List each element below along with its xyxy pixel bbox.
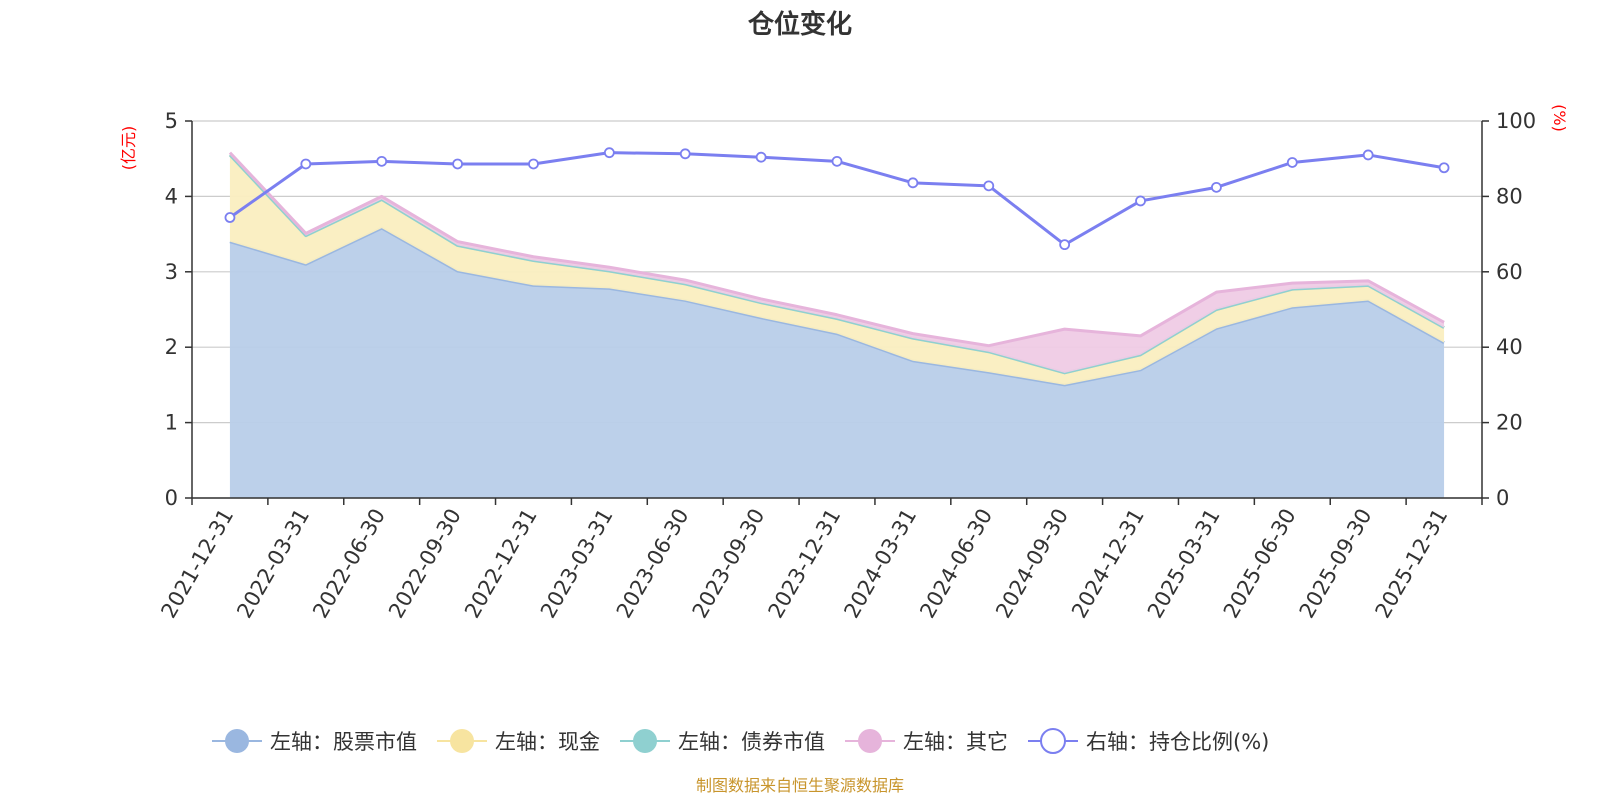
x-tick-label: 2025-09-30 [1295,505,1377,623]
left-tick-label: 2 [165,335,178,359]
ratio-point [679,148,691,160]
x-tick-label: 2023-12-31 [764,505,846,623]
legend-swatch-marker [858,729,882,753]
left-tick-label: 0 [165,486,178,510]
right-tick-label: 20 [1496,411,1523,435]
x-tick-label: 2024-03-31 [839,505,921,623]
x-tick-label: 2021-12-31 [156,505,238,623]
x-tick-label: 2023-06-30 [612,505,694,623]
ratio-point [1438,162,1450,174]
legend-item[interactable]: 左轴：现金 [437,729,600,754]
ratio-point [224,212,236,223]
ratio-point [300,158,312,170]
x-tick-label: 2022-06-30 [308,505,390,623]
x-tick-label: 2024-06-30 [915,504,997,622]
right-tick-label: 80 [1496,184,1523,208]
left-tick-label: 1 [165,411,178,435]
x-tick-label: 2025-12-31 [1371,505,1453,623]
area-左轴：股票市值 [229,228,1445,498]
legend-label: 左轴：其它 [903,730,1008,754]
legend-swatch-marker [225,729,249,753]
legend-swatch-marker [1040,728,1066,754]
ratio-point [1286,157,1298,168]
ratio-point [1362,149,1374,161]
x-tick-label: 2022-09-30 [384,505,466,623]
right-tick-label: 0 [1496,486,1509,510]
stacked-areas [228,151,1445,498]
left-axis-unit: (亿元) [119,126,138,171]
x-tick-label: 2024-09-30 [991,505,1073,623]
legend-swatch-marker [633,729,657,753]
x-tick-label: 2025-06-30 [1219,505,1301,623]
legend-swatch-marker [450,729,474,753]
ratio-point [1059,239,1071,251]
x-tick-label: 2023-09-30 [688,505,770,623]
legend-item[interactable]: 左轴：债券市值 [620,729,825,754]
ratio-point [831,155,843,167]
ratio-point [603,147,615,159]
legend-label: 左轴：股票市值 [270,730,417,754]
x-tick-label: 2023-03-31 [536,505,618,623]
left-tick-label: 5 [165,109,178,133]
legend-item[interactable]: 左轴：股票市值 [212,729,417,754]
right-tick-label: 40 [1496,335,1523,359]
area-line-左轴：其它 [228,151,1445,348]
ratio-point [907,177,919,189]
legend-label: 右轴：持仓比例(%) [1086,730,1269,754]
x-tick-label: 2025-03-31 [1143,505,1225,623]
ratio-point [528,158,539,170]
legend: 左轴：股票市值 左轴：现金 左轴：债券市值 左轴：其它 右轴：持仓比例(%) [212,728,1269,754]
right-tick-label: 60 [1496,260,1523,284]
holding-ratio-series [224,147,1450,251]
legend-label: 左轴：现金 [495,730,600,754]
data-source-note: 制图数据来自恒生聚源数据库 [696,776,904,795]
left-tick-label: 4 [165,184,178,208]
ratio-point [376,155,388,167]
legend-label: 左轴：债券市值 [678,730,825,754]
x-tick-label: 2022-03-31 [232,505,314,623]
ratio-point [452,158,463,170]
ratio-point [1135,195,1146,207]
chart-title: 仓位变化 [747,9,852,40]
legend-item[interactable]: 左轴：其它 [845,729,1008,754]
ratio-point [983,180,995,192]
ratio-point [755,151,767,163]
area-左轴：现金 [229,154,1445,385]
x-tick-label: 2024-12-31 [1067,505,1149,623]
left-tick-label: 3 [165,260,178,284]
right-axis-unit: (%) [1550,104,1569,132]
right-tick-label: 100 [1496,109,1536,133]
ratio-point [1211,181,1222,193]
legend-item[interactable]: 右轴：持仓比例(%) [1028,728,1269,754]
x-tick-label: 2022-12-31 [460,505,542,623]
